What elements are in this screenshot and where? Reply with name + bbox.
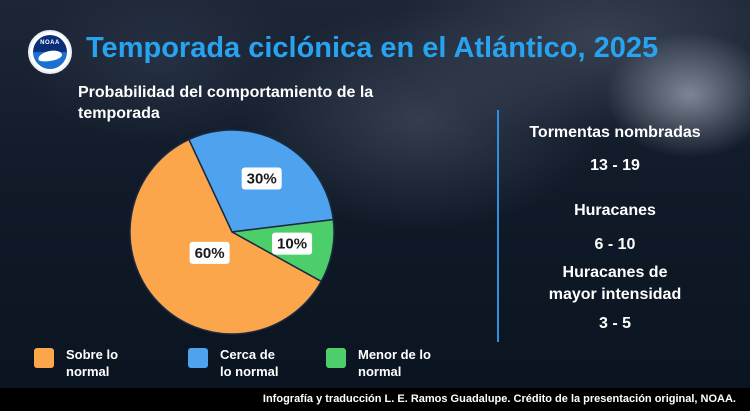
legend-item-below-normal: Menor de lo normal <box>326 346 431 380</box>
pie-slice-above-normal <box>129 138 323 335</box>
svg-text:30%: 30% <box>247 170 277 187</box>
major-hurricanes-value: 3 - 5 <box>598 315 631 332</box>
major-hurricanes-label-line2: mayor intensidad <box>548 286 682 303</box>
named-storms-value: 13 - 19 <box>590 157 640 174</box>
legend-item-above-normal: Sobre lo normal <box>34 346 118 380</box>
legend-label-line2: normal <box>358 364 402 379</box>
legend-label-line1: Cerca de <box>220 347 275 362</box>
footer-bar: Infografía y traducción L. E. Ramos Guad… <box>0 388 750 411</box>
named-storms-label: Tormentas nombradas <box>529 124 701 141</box>
divider-line <box>497 110 499 342</box>
pie-label-above-normal: 60% <box>189 241 230 264</box>
svg-text:60%: 60% <box>195 245 225 262</box>
pie-label-below-normal: 10% <box>272 232 313 255</box>
pie-label-near-normal: 30% <box>241 167 282 190</box>
legend-label-line1: Sobre lo <box>66 347 119 362</box>
legend-swatch-below-normal <box>326 348 346 368</box>
major-hurricanes-label-line1: Huracanes de <box>562 264 668 281</box>
hurricanes-label: Huracanes <box>574 202 656 219</box>
legend-swatch-above-normal <box>34 348 54 368</box>
noaa-logo: NOAA <box>28 30 72 74</box>
page-title: Temporada ciclónica en el Atlántico, 202… <box>86 32 659 64</box>
legend-swatch-near-normal <box>188 348 208 368</box>
chart-title: Probabilidad del comportamiento de la te… <box>78 84 374 122</box>
hurricanes-value: 6 - 10 <box>594 236 636 253</box>
legend-item-near-normal: Cerca de lo normal <box>188 346 279 380</box>
legend-label-line2: normal <box>66 364 110 379</box>
legend-label-line1: Menor de lo <box>358 347 431 362</box>
footer-credit: Infografía y traducción L. E. Ramos Guad… <box>262 393 736 405</box>
legend-label-line2: lo normal <box>220 364 279 379</box>
svg-text:10%: 10% <box>277 236 307 253</box>
